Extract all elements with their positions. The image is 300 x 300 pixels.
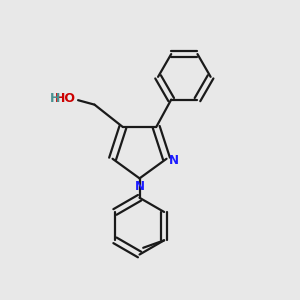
Text: N: N xyxy=(169,154,179,167)
Text: H: H xyxy=(50,92,60,106)
Text: HO: HO xyxy=(55,92,76,106)
Text: N: N xyxy=(134,180,145,193)
